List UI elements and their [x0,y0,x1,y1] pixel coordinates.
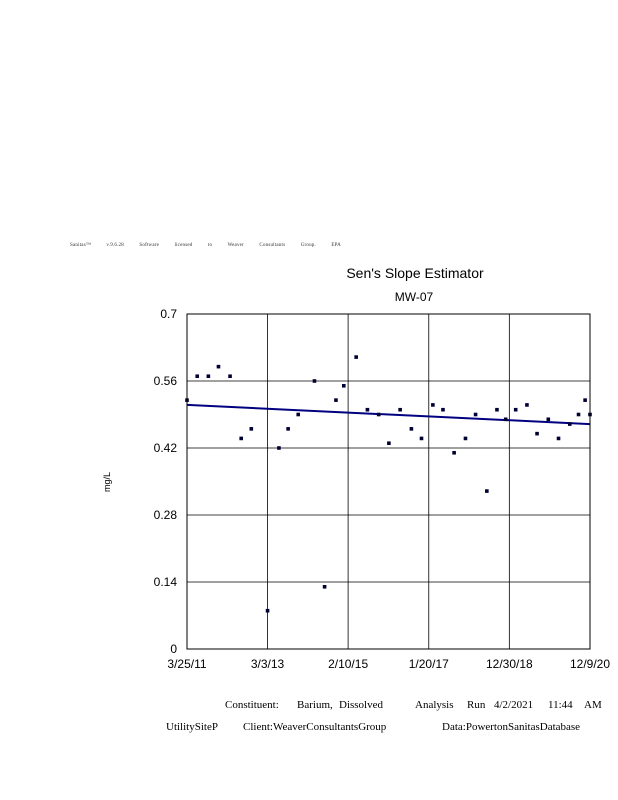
data-point [513,407,518,412]
data-point [195,374,200,379]
data-point [419,436,424,441]
data-point [503,417,508,422]
x-tick-label: 1/20/17 [409,657,449,671]
data-point [216,364,221,369]
client-name: Client:WeaverConsultantsGroup [243,721,387,733]
data-point [576,412,581,417]
data-point [546,417,551,422]
x-tick-label: 12/9/20 [570,657,610,671]
x-tick-label: 3/25/11 [167,657,206,671]
constituent-qualifier: Dissolved [339,699,383,711]
data-point [583,398,587,402]
data-point [228,374,232,379]
banner-part: Software [139,243,160,248]
data-point [376,412,381,417]
data-point [206,374,211,379]
data-point [286,427,290,431]
banner-part: EPA [331,243,341,248]
banner-part: v.9.6.28 [106,243,124,248]
data-point [473,412,478,417]
banner-part: Group. [300,243,316,248]
data-point [441,407,445,412]
data-point [365,407,370,412]
x-tick-label: 3/3/13 [251,657,285,671]
trend-line [186,403,591,426]
run-time: 11:44 [548,699,573,711]
license-banner: Sanitas™ v.9.6.28 Software licensed to W… [70,243,355,248]
data-point [354,355,358,359]
analysis-label: Analysis [415,699,454,711]
data-point [334,398,338,402]
data-point [567,422,572,426]
site-name: UtilitySiteP [166,721,218,733]
y-axis-label: mg/L [102,472,112,492]
data-point [463,436,468,441]
data-point [341,383,346,388]
trend-line-group [186,403,591,426]
data-point [277,446,281,450]
banner-part: to [207,243,213,248]
data-point [322,584,327,589]
x-tick-labels: 3/25/11 3/3/13 2/10/15 1/20/17 12/30/18 12/9/… [167,657,610,671]
y-tick-label: 0.14 [154,575,178,589]
data-source: Data:PowertonSanitasDatabase [442,721,581,733]
y-tick-label: 0.28 [154,508,178,522]
y-tick-label: 0.42 [154,441,178,455]
data-point [239,436,243,441]
chart-title: Sen's Slope Estimator [346,265,484,281]
constituent-name: Barium, [297,699,333,711]
data-point [296,412,301,417]
banner-part: Sanitas™ [70,243,91,248]
data-point [495,407,499,412]
data-point [452,450,456,455]
plot-frame [186,313,591,650]
chart-subtitle: MW-07 [395,290,434,304]
data-point [431,403,435,407]
data-point [409,427,414,431]
banner-part: licensed [174,243,193,248]
data-point [525,403,529,407]
data-point [535,431,539,436]
constituent-label: Constituent: [225,699,279,711]
banner-part: Consultants [259,243,286,248]
run-date: 4/2/2021 [494,699,534,711]
y-tick-label: 0.7 [160,307,177,321]
banner-part: Weaver [227,243,244,248]
data-point [556,436,561,441]
x-tick-label: 12/30/18 [486,657,533,671]
run-label: Run [467,699,486,711]
data-point [312,379,317,383]
y-tick-label: 0.56 [154,374,178,388]
y-tick-labels: 0 0.14 0.28 0.42 0.56 0.7 [154,307,178,656]
y-tick-label: 0 [170,642,177,656]
data-point [265,608,270,613]
data-point [485,489,489,493]
data-points [185,355,592,613]
data-point [387,441,391,446]
data-point [249,427,254,431]
data-point [398,407,402,412]
run-ampm: AM [584,699,602,711]
x-tick-label: 2/10/15 [328,657,368,671]
